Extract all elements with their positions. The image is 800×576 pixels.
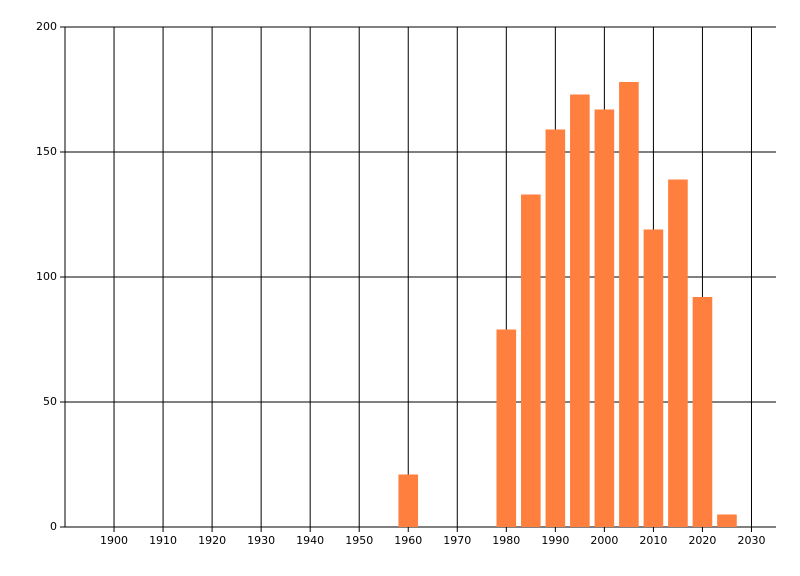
x-tick-label: 1910 (149, 534, 177, 547)
y-tick-label: 50 (43, 395, 57, 408)
x-tick-label: 2000 (590, 534, 618, 547)
x-tick-label: 1970 (443, 534, 471, 547)
bar (717, 514, 737, 527)
x-tick-label: 2020 (688, 534, 716, 547)
x-tick-label: 1960 (394, 534, 422, 547)
x-tick-label: 2030 (737, 534, 765, 547)
bar (692, 297, 713, 527)
x-tick-label: 1920 (198, 534, 226, 547)
x-tick-label: 1930 (247, 534, 275, 547)
bar (545, 129, 566, 527)
bar (398, 474, 419, 527)
y-tick-label: 200 (36, 20, 57, 33)
x-tick-label: 1940 (296, 534, 324, 547)
x-tick-label: 1900 (100, 534, 128, 547)
bar (643, 229, 664, 527)
bar (594, 109, 615, 527)
x-tick-label: 1950 (345, 534, 373, 547)
y-tick-label: 0 (50, 520, 57, 533)
x-tick-label: 2010 (639, 534, 667, 547)
y-tick-label: 150 (36, 145, 57, 158)
bar (521, 194, 541, 527)
x-tick-label: 1990 (541, 534, 569, 547)
bar (496, 329, 517, 527)
bar (570, 94, 590, 527)
bar (619, 82, 639, 527)
y-tick-label: 100 (36, 270, 57, 283)
bar (668, 179, 688, 527)
x-tick-label: 1980 (492, 534, 520, 547)
